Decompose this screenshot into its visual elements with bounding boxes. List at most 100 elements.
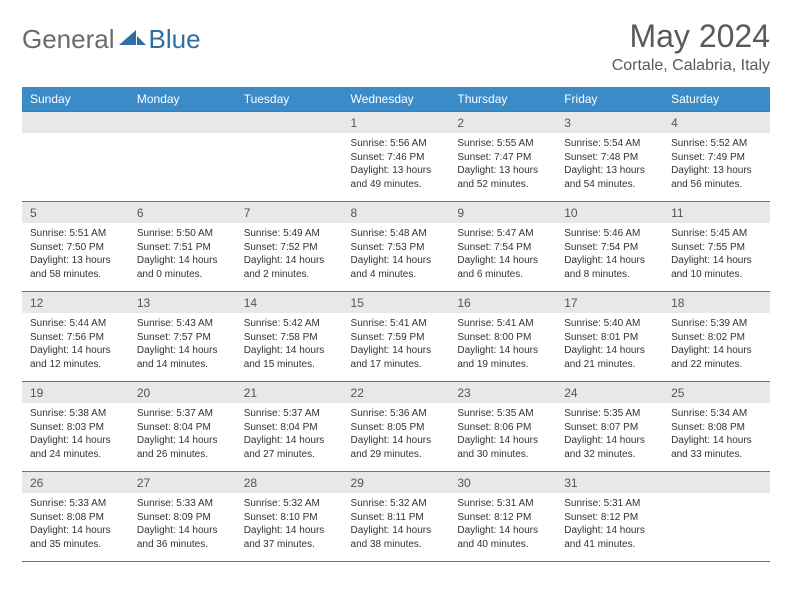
sunset-line: Sunset: 7:47 PM <box>457 151 548 165</box>
day-number-row: 19202122232425 <box>22 382 770 404</box>
day-detail-cell: Sunrise: 5:36 AMSunset: 8:05 PMDaylight:… <box>343 403 450 472</box>
day-detail-row: Sunrise: 5:56 AMSunset: 7:46 PMDaylight:… <box>22 133 770 202</box>
sunrise-line: Sunrise: 5:47 AM <box>457 227 548 241</box>
day-number-cell: 5 <box>22 202 129 224</box>
sunrise-line: Sunrise: 5:35 AM <box>457 407 548 421</box>
sunset-line: Sunset: 8:12 PM <box>457 511 548 525</box>
day-number-cell: 15 <box>343 292 450 314</box>
sunrise-line: Sunrise: 5:36 AM <box>351 407 442 421</box>
sunrise-line: Sunrise: 5:48 AM <box>351 227 442 241</box>
daylight-line: Daylight: 14 hours and 21 minutes. <box>564 344 655 371</box>
day-number-cell: 4 <box>663 112 770 134</box>
daylight-line: Daylight: 14 hours and 29 minutes. <box>351 434 442 461</box>
day-detail-cell: Sunrise: 5:35 AMSunset: 8:07 PMDaylight:… <box>556 403 663 472</box>
day-number-row: 12131415161718 <box>22 292 770 314</box>
day-number-cell: 27 <box>129 472 236 494</box>
daylight-line: Daylight: 13 hours and 56 minutes. <box>671 164 762 191</box>
daylight-line: Daylight: 14 hours and 33 minutes. <box>671 434 762 461</box>
sunset-line: Sunset: 7:58 PM <box>244 331 335 345</box>
day-detail-cell: Sunrise: 5:46 AMSunset: 7:54 PMDaylight:… <box>556 223 663 292</box>
sunset-line: Sunset: 8:07 PM <box>564 421 655 435</box>
day-detail-row: Sunrise: 5:44 AMSunset: 7:56 PMDaylight:… <box>22 313 770 382</box>
day-number-cell: 23 <box>449 382 556 404</box>
calendar-table: Sunday Monday Tuesday Wednesday Thursday… <box>22 87 770 562</box>
day-detail-cell: Sunrise: 5:37 AMSunset: 8:04 PMDaylight:… <box>236 403 343 472</box>
sunset-line: Sunset: 7:59 PM <box>351 331 442 345</box>
day-detail-cell: Sunrise: 5:41 AMSunset: 8:00 PMDaylight:… <box>449 313 556 382</box>
sunrise-line: Sunrise: 5:37 AM <box>244 407 335 421</box>
sunrise-line: Sunrise: 5:33 AM <box>30 497 121 511</box>
sunrise-line: Sunrise: 5:31 AM <box>457 497 548 511</box>
day-number-cell: 21 <box>236 382 343 404</box>
sunset-line: Sunset: 7:46 PM <box>351 151 442 165</box>
day-detail-cell: Sunrise: 5:48 AMSunset: 7:53 PMDaylight:… <box>343 223 450 292</box>
daylight-line: Daylight: 14 hours and 24 minutes. <box>30 434 121 461</box>
sunrise-line: Sunrise: 5:54 AM <box>564 137 655 151</box>
sunrise-line: Sunrise: 5:49 AM <box>244 227 335 241</box>
day-detail-cell: Sunrise: 5:38 AMSunset: 8:03 PMDaylight:… <box>22 403 129 472</box>
sunset-line: Sunset: 8:11 PM <box>351 511 442 525</box>
day-number-cell <box>663 472 770 494</box>
sunset-line: Sunset: 7:48 PM <box>564 151 655 165</box>
day-detail-cell: Sunrise: 5:49 AMSunset: 7:52 PMDaylight:… <box>236 223 343 292</box>
day-detail-cell <box>129 133 236 202</box>
day-detail-cell: Sunrise: 5:35 AMSunset: 8:06 PMDaylight:… <box>449 403 556 472</box>
sunrise-line: Sunrise: 5:51 AM <box>30 227 121 241</box>
sunrise-line: Sunrise: 5:52 AM <box>671 137 762 151</box>
daylight-line: Daylight: 14 hours and 32 minutes. <box>564 434 655 461</box>
day-detail-cell: Sunrise: 5:33 AMSunset: 8:09 PMDaylight:… <box>129 493 236 562</box>
weekday-header: Saturday <box>663 87 770 112</box>
day-detail-row: Sunrise: 5:51 AMSunset: 7:50 PMDaylight:… <box>22 223 770 292</box>
daylight-line: Daylight: 14 hours and 26 minutes. <box>137 434 228 461</box>
day-number-cell: 2 <box>449 112 556 134</box>
daylight-line: Daylight: 14 hours and 40 minutes. <box>457 524 548 551</box>
day-detail-cell: Sunrise: 5:55 AMSunset: 7:47 PMDaylight:… <box>449 133 556 202</box>
day-detail-cell <box>663 493 770 562</box>
sunset-line: Sunset: 8:04 PM <box>137 421 228 435</box>
location: Cortale, Calabria, Italy <box>612 57 770 75</box>
daylight-line: Daylight: 14 hours and 0 minutes. <box>137 254 228 281</box>
sunset-line: Sunset: 8:01 PM <box>564 331 655 345</box>
day-detail-cell: Sunrise: 5:37 AMSunset: 8:04 PMDaylight:… <box>129 403 236 472</box>
sunrise-line: Sunrise: 5:33 AM <box>137 497 228 511</box>
day-detail-cell: Sunrise: 5:51 AMSunset: 7:50 PMDaylight:… <box>22 223 129 292</box>
brand-logo: General Blue <box>22 24 201 55</box>
daylight-line: Daylight: 14 hours and 22 minutes. <box>671 344 762 371</box>
sunset-line: Sunset: 7:56 PM <box>30 331 121 345</box>
sunset-line: Sunset: 8:12 PM <box>564 511 655 525</box>
sunrise-line: Sunrise: 5:50 AM <box>137 227 228 241</box>
day-number-cell: 9 <box>449 202 556 224</box>
sunrise-line: Sunrise: 5:32 AM <box>351 497 442 511</box>
day-number-row: 567891011 <box>22 202 770 224</box>
day-detail-cell: Sunrise: 5:39 AMSunset: 8:02 PMDaylight:… <box>663 313 770 382</box>
day-number-cell: 17 <box>556 292 663 314</box>
day-number-cell: 31 <box>556 472 663 494</box>
day-number-cell: 29 <box>343 472 450 494</box>
day-detail-cell: Sunrise: 5:50 AMSunset: 7:51 PMDaylight:… <box>129 223 236 292</box>
day-number-cell: 6 <box>129 202 236 224</box>
day-number-cell: 24 <box>556 382 663 404</box>
day-number-cell: 3 <box>556 112 663 134</box>
daylight-line: Daylight: 14 hours and 8 minutes. <box>564 254 655 281</box>
sunset-line: Sunset: 7:52 PM <box>244 241 335 255</box>
sunrise-line: Sunrise: 5:34 AM <box>671 407 762 421</box>
daylight-line: Daylight: 14 hours and 14 minutes. <box>137 344 228 371</box>
sunset-line: Sunset: 7:54 PM <box>457 241 548 255</box>
daylight-line: Daylight: 14 hours and 15 minutes. <box>244 344 335 371</box>
day-number-cell <box>129 112 236 134</box>
day-number-cell: 26 <box>22 472 129 494</box>
day-detail-cell <box>236 133 343 202</box>
sunset-line: Sunset: 7:53 PM <box>351 241 442 255</box>
sunset-line: Sunset: 8:04 PM <box>244 421 335 435</box>
day-detail-cell: Sunrise: 5:31 AMSunset: 8:12 PMDaylight:… <box>556 493 663 562</box>
day-detail-cell: Sunrise: 5:43 AMSunset: 7:57 PMDaylight:… <box>129 313 236 382</box>
sunrise-line: Sunrise: 5:31 AM <box>564 497 655 511</box>
weekday-header: Friday <box>556 87 663 112</box>
sunset-line: Sunset: 7:55 PM <box>671 241 762 255</box>
sunrise-line: Sunrise: 5:32 AM <box>244 497 335 511</box>
sunset-line: Sunset: 8:08 PM <box>671 421 762 435</box>
day-number-cell: 14 <box>236 292 343 314</box>
day-number-cell: 13 <box>129 292 236 314</box>
day-detail-cell: Sunrise: 5:42 AMSunset: 7:58 PMDaylight:… <box>236 313 343 382</box>
sunset-line: Sunset: 8:03 PM <box>30 421 121 435</box>
